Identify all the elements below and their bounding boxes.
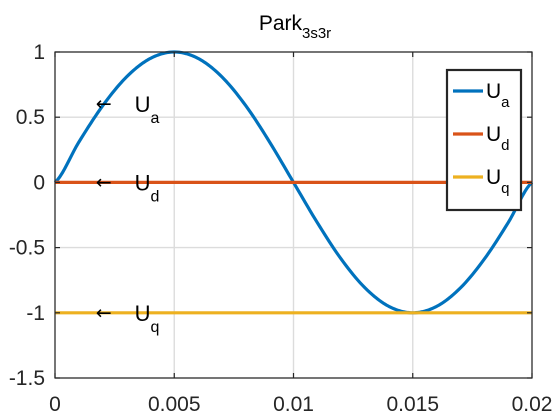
y-tick-label: 1: [33, 41, 45, 64]
annotation-label: Uq: [135, 301, 160, 336]
legend-label-subscript: a: [501, 94, 510, 111]
x-tick-label: 0.02: [512, 393, 553, 416]
axis-ticks: 0 0.005 0.01 0.015 0.02 1 0.5 0 -0.5 -1 -1.5: [9, 41, 553, 416]
legend-label-main: U: [486, 166, 501, 189]
legend-label: Ud: [486, 123, 510, 154]
y-tick-label: -1.5: [9, 367, 45, 390]
y-tick-label: -1: [26, 302, 45, 325]
legend-label-subscript: q: [501, 180, 509, 197]
annotation-label-main: U: [135, 92, 151, 117]
chart-title-main: Park: [259, 12, 303, 35]
chart-title: Park3s3r: [259, 12, 331, 42]
x-tick-label: 0.005: [148, 393, 201, 416]
legend-item-Ud: Ud: [453, 123, 510, 154]
annotation-label-subscript: a: [151, 110, 160, 127]
legend-item-Ua: Ua: [453, 80, 510, 111]
annotation-label-subscript: d: [151, 188, 160, 205]
legend-label: Ua: [486, 80, 510, 111]
x-tick-label: 0: [49, 393, 61, 416]
y-tick-label: 0: [33, 171, 45, 194]
annotation-label-subscript: q: [151, 319, 160, 336]
annotation-Ua: ← Ua: [96, 92, 160, 127]
annotation-Ud: ← Ud: [96, 170, 160, 205]
legend-label-main: U: [486, 80, 501, 103]
x-tick-label: 0.01: [273, 393, 314, 416]
annotation-arrow: ←: [96, 93, 112, 115]
annotation-label: Ud: [135, 170, 160, 205]
legend-label-main: U: [486, 123, 501, 146]
annotations: ← Ua ← Ud ← Uq: [96, 92, 160, 336]
legend-box: [445, 68, 523, 212]
legend-label-subscript: d: [501, 137, 509, 154]
y-tick-label: 0.5: [16, 106, 45, 129]
x-tick-label: 0.015: [386, 393, 439, 416]
annotation-arrow: ←: [96, 302, 112, 324]
y-tick-label: -0.5: [9, 237, 45, 260]
legend-label: Uq: [486, 166, 510, 197]
annotation-label: Ua: [135, 92, 160, 127]
annotation-Uq: ← Uq: [96, 301, 160, 336]
annotation-label-main: U: [135, 170, 151, 195]
annotation-label-main: U: [135, 301, 151, 326]
legend-item-Uq: Uq: [453, 166, 510, 197]
annotation-arrow: ←: [96, 171, 112, 193]
chart-title-subscript: 3s3r: [302, 25, 331, 42]
